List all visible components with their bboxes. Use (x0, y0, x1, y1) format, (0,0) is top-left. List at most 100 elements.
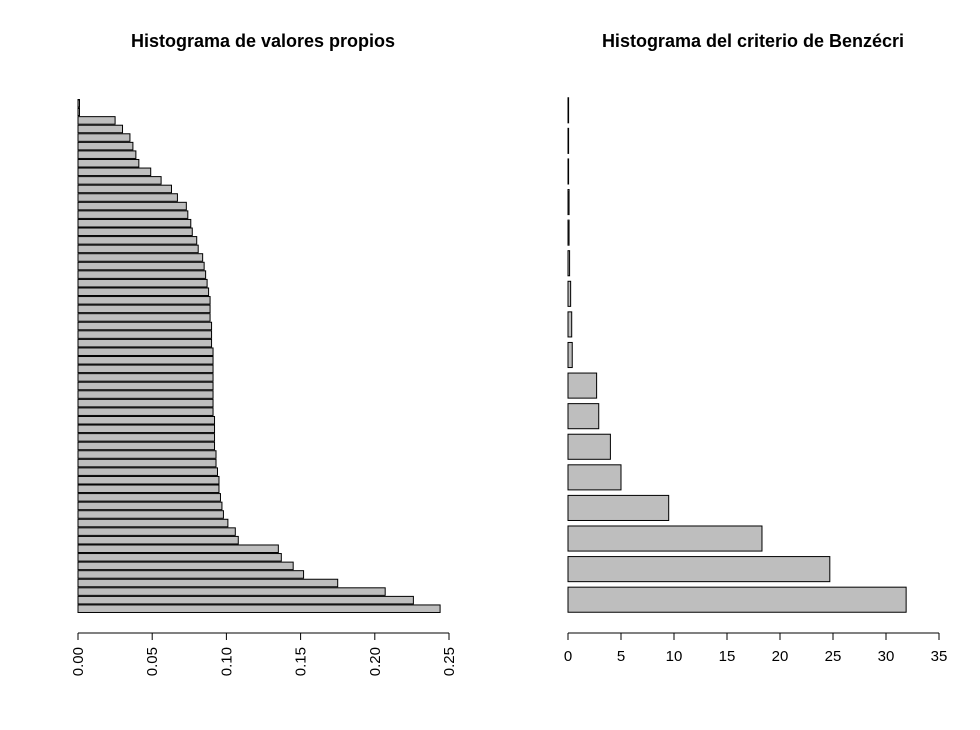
bar (77, 253, 204, 262)
bar (77, 510, 224, 519)
bar (77, 150, 137, 159)
bar (77, 373, 214, 382)
bar (567, 525, 763, 552)
bar (567, 250, 571, 277)
bar (77, 578, 339, 588)
x-tick-label: 20 (772, 648, 789, 665)
bar (77, 313, 211, 322)
bar (77, 501, 223, 511)
bar (77, 484, 220, 494)
x-tick-label: 0.10 (218, 647, 235, 676)
x-tick-label: 0.20 (367, 647, 384, 676)
bar (77, 321, 213, 331)
bar (77, 227, 193, 237)
bar (77, 518, 229, 528)
bar (77, 561, 294, 571)
bar (77, 407, 214, 416)
bar (77, 467, 218, 476)
bar (77, 493, 221, 502)
bar (77, 201, 187, 211)
bar (77, 544, 279, 554)
bar (77, 398, 214, 408)
bar (77, 218, 192, 228)
bar (567, 189, 570, 216)
x-tick-label: 5 (617, 648, 625, 665)
x-tick-label: 0 (564, 648, 572, 665)
bar (77, 450, 217, 459)
bar (77, 133, 131, 142)
bar (77, 458, 217, 468)
bar (77, 296, 211, 305)
bar (567, 586, 907, 613)
bar (77, 278, 208, 288)
bar-group (77, 99, 441, 613)
bar (77, 356, 214, 365)
bar (77, 210, 189, 219)
bar (77, 236, 198, 245)
x-tick-label: 25 (825, 648, 842, 665)
bar (567, 311, 573, 338)
bar (77, 381, 214, 391)
chart-title: Histograma del criterio de Benzécri (602, 31, 904, 51)
bar (567, 127, 570, 154)
bar (77, 244, 199, 254)
x-tick-label: 0.25 (441, 647, 458, 676)
x-tick-label: 0.05 (144, 647, 161, 676)
bar (77, 107, 80, 117)
bar (77, 124, 124, 134)
bar (77, 141, 134, 151)
bar (77, 390, 214, 399)
bar (77, 347, 214, 356)
bar (567, 97, 570, 124)
bar (567, 341, 573, 369)
bar (77, 99, 80, 108)
bar (77, 176, 162, 185)
bar (77, 424, 216, 434)
bar (567, 403, 600, 430)
bar (77, 304, 211, 314)
bar (77, 553, 282, 562)
bar (77, 184, 172, 194)
bar (77, 116, 116, 125)
x-tick-label: 10 (666, 648, 683, 665)
bar (567, 494, 670, 521)
x-tick-label: 0.15 (293, 647, 310, 676)
bar (567, 158, 570, 185)
bar (77, 158, 140, 168)
bar (77, 433, 216, 442)
bar (567, 219, 570, 246)
bar (77, 270, 207, 279)
bar (77, 330, 213, 339)
bar (77, 475, 220, 485)
x-tick-label: 30 (878, 648, 895, 665)
bar (567, 556, 831, 583)
bar (77, 193, 178, 202)
x-axis: 0 5 10 15 20 25 30 35 (564, 632, 948, 665)
bar (77, 570, 305, 579)
eigenvalue-histogram-panel: Histograma de valores propios 0.00 0.05 0.… (70, 31, 458, 676)
bar (77, 604, 441, 613)
bar (77, 441, 216, 451)
benzecri-histogram-panel: Histograma del criterio de Benzécri 0 5 10… (564, 31, 948, 665)
bar (77, 587, 386, 596)
x-tick-label: 0.00 (70, 647, 87, 676)
x-tick-label: 15 (719, 648, 736, 665)
bar (77, 527, 236, 536)
bar (77, 595, 414, 605)
bar (77, 261, 205, 271)
bar (567, 280, 572, 307)
bar (77, 415, 216, 425)
bar (567, 433, 611, 460)
chart-title: Histograma de valores propios (131, 31, 395, 51)
bar (567, 464, 622, 491)
bar (77, 535, 239, 545)
bar (567, 372, 598, 399)
bar (77, 287, 210, 297)
x-tick-label: 35 (931, 648, 948, 665)
bar (77, 364, 214, 374)
bar-group (567, 97, 907, 613)
bar (77, 338, 213, 348)
x-axis: 0.00 0.05 0.10 0.15 0.20 0.25 (70, 632, 458, 676)
bar (77, 167, 152, 177)
